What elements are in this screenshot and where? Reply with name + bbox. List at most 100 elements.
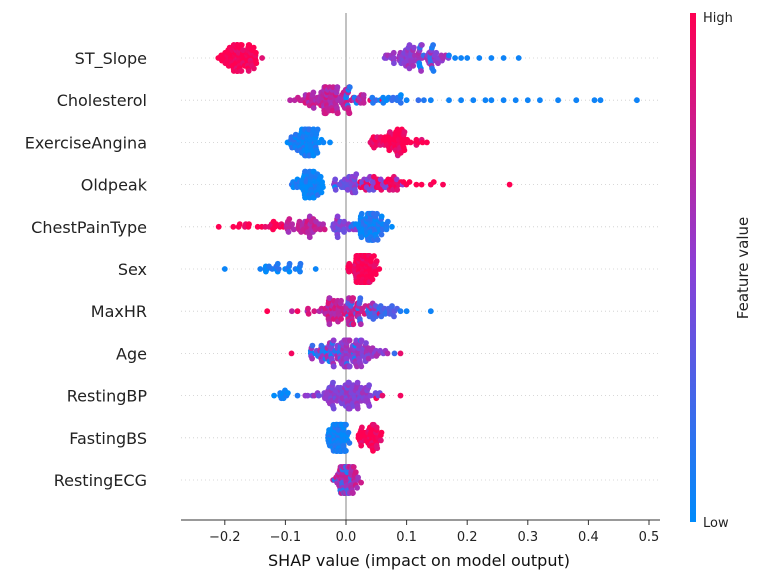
shap-point bbox=[346, 440, 353, 446]
shap-point bbox=[286, 268, 293, 275]
shap-point bbox=[383, 226, 390, 233]
shap-point bbox=[334, 84, 341, 91]
shap-point bbox=[251, 65, 257, 72]
feature-row-restingecg: RestingECG bbox=[54, 464, 660, 496]
shap-point bbox=[393, 176, 400, 183]
shap-point bbox=[354, 484, 360, 491]
shap-point bbox=[346, 84, 353, 91]
feature-rows: ST_Slope Cholesterol ExerciseAngina Oldpeak… bbox=[25, 13, 660, 520]
x-tick-label: 0.4 bbox=[578, 530, 599, 545]
shap-point bbox=[345, 429, 352, 436]
shap-point bbox=[346, 260, 353, 267]
shap-point bbox=[427, 97, 434, 104]
shap-point bbox=[376, 266, 383, 272]
shap-point bbox=[275, 266, 282, 272]
shap-point bbox=[289, 308, 295, 315]
shap-point bbox=[289, 221, 295, 228]
shap-point bbox=[294, 392, 301, 399]
shap-point bbox=[401, 129, 408, 135]
shap-point bbox=[317, 173, 324, 180]
x-tick-label: 0.5 bbox=[639, 530, 660, 545]
shap-point bbox=[259, 55, 265, 61]
shap-point bbox=[573, 97, 580, 104]
shap-point bbox=[415, 97, 422, 104]
shap-point bbox=[413, 181, 420, 188]
shap-point bbox=[326, 321, 333, 328]
shap-point bbox=[240, 47, 247, 54]
shap-point bbox=[397, 392, 404, 399]
feature-row-exerciseangina: ExerciseAngina bbox=[25, 126, 660, 159]
shap-point bbox=[352, 469, 359, 476]
colorbar bbox=[690, 13, 696, 522]
shap-point bbox=[369, 276, 376, 283]
feature-row-st_slope: ST_Slope bbox=[75, 42, 660, 74]
x-axis-title: SHAP value (impact on model output) bbox=[268, 551, 570, 570]
feature-row-age: Age bbox=[116, 337, 660, 370]
shap-point bbox=[330, 337, 337, 344]
shap-point bbox=[357, 295, 364, 302]
shap-point bbox=[378, 213, 385, 220]
shap-point bbox=[257, 266, 264, 272]
shap-point bbox=[236, 221, 243, 228]
shap-point bbox=[304, 392, 311, 399]
shap-point bbox=[427, 308, 434, 315]
shap-point bbox=[440, 181, 446, 188]
shap-point bbox=[374, 236, 381, 243]
shap-point bbox=[358, 210, 365, 217]
shap-point bbox=[430, 42, 436, 48]
shap-point bbox=[488, 55, 495, 61]
shap-point bbox=[341, 229, 347, 235]
shap-point bbox=[353, 171, 360, 178]
shap-point bbox=[264, 308, 271, 315]
feature-row-maxhr: MaxHR bbox=[91, 295, 660, 328]
feature-row-oldpeak: Oldpeak bbox=[81, 168, 660, 201]
shap-point bbox=[310, 105, 317, 111]
shap-point bbox=[350, 490, 356, 496]
shap-point bbox=[346, 337, 353, 344]
shap-point bbox=[358, 234, 365, 241]
x-tick-label: 0.0 bbox=[336, 530, 357, 545]
shap-point bbox=[389, 223, 395, 230]
shap-point bbox=[418, 181, 425, 188]
shap-point bbox=[418, 68, 424, 74]
shap-point bbox=[297, 268, 303, 275]
shap-point bbox=[597, 97, 604, 104]
shap-point bbox=[332, 176, 339, 183]
shap-point bbox=[377, 176, 384, 183]
shap-point bbox=[311, 308, 318, 315]
shap-point bbox=[515, 55, 522, 61]
shap-point bbox=[334, 213, 341, 220]
shap-point bbox=[403, 308, 410, 315]
shap-point bbox=[314, 126, 321, 133]
feature-label: Age bbox=[116, 344, 147, 363]
shap-point bbox=[374, 445, 381, 452]
shap-point bbox=[286, 260, 293, 267]
shap-point bbox=[360, 99, 367, 106]
shap-point bbox=[452, 55, 458, 61]
shap-point bbox=[524, 97, 531, 104]
shap-point bbox=[419, 42, 425, 48]
shap-point bbox=[397, 99, 404, 106]
shap-point bbox=[358, 337, 365, 344]
colorbar-high-label: High bbox=[703, 11, 733, 26]
shap-point bbox=[394, 186, 401, 193]
shap-point bbox=[446, 97, 452, 104]
shap-point bbox=[500, 97, 507, 104]
feature-row-fastingbs: FastingBS bbox=[69, 421, 660, 454]
shap-point bbox=[391, 350, 398, 357]
shap-point bbox=[343, 421, 349, 428]
shap-point bbox=[305, 310, 312, 317]
x-tick-label: −0.1 bbox=[270, 530, 302, 545]
shap-point bbox=[458, 55, 464, 61]
shap-point bbox=[398, 92, 404, 98]
feature-label: RestingECG bbox=[54, 471, 147, 490]
feature-label: FastingBS bbox=[69, 429, 147, 448]
shap-point bbox=[430, 179, 437, 185]
shap-point bbox=[374, 210, 380, 217]
shap-point bbox=[290, 226, 297, 233]
shap-point bbox=[246, 42, 253, 48]
x-tick-label: 0.3 bbox=[517, 530, 538, 545]
shap-point bbox=[366, 382, 372, 389]
shap-point bbox=[310, 89, 317, 96]
